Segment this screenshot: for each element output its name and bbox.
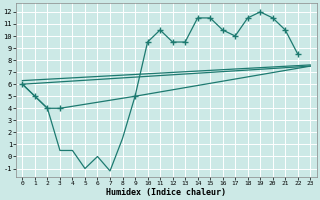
X-axis label: Humidex (Indice chaleur): Humidex (Indice chaleur) [106, 188, 226, 197]
